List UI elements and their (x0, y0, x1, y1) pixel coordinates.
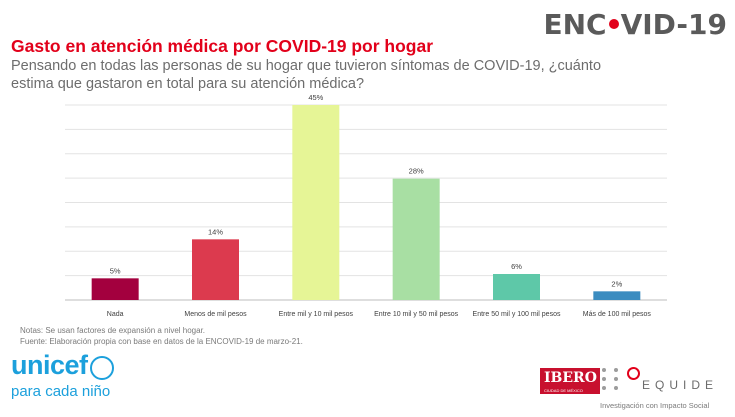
notes-line: Notas: Se usan factores de expansión a n… (20, 326, 206, 335)
bar (392, 178, 440, 300)
unicef-logo: unicef para cada niño (11, 350, 114, 400)
chart-notes: Notas: Se usan factores de expansión a n… (20, 325, 303, 347)
ibero-wordmark: IBERO (544, 370, 597, 386)
equide-tagline: Investigación con Impacto Social (600, 401, 710, 410)
chart-bars (91, 105, 641, 300)
category-label: Nada (107, 311, 124, 318)
chart-data-labels: 5% 14% 45% 28% 6% 2% (110, 93, 623, 288)
bar (493, 274, 540, 300)
unicef-tagline: para cada niño (11, 383, 111, 400)
data-label: 2% (611, 279, 622, 288)
chart-category-labels: Nada Menos de mil pesos Entre mil y 10 mil… (107, 311, 652, 318)
equide-dots-icon (602, 368, 632, 390)
encovid-logo-right: VID-19 (620, 8, 727, 41)
bar (292, 105, 340, 300)
encovid-logo: ENC VID-19 (543, 8, 727, 41)
chart-grid (65, 104, 667, 301)
ibero-logo: IBERO CIUDAD DE MÉXICO (540, 368, 600, 394)
bar (91, 278, 139, 300)
data-label: 45% (308, 93, 323, 102)
chart-title: Gasto en atención médica por COVID-19 po… (11, 36, 434, 56)
data-label: 14% (208, 227, 223, 236)
category-label: Entre 10 mil y 50 mil pesos (374, 311, 459, 318)
ibero-sub: CIUDAD DE MÉXICO (544, 388, 583, 393)
unicef-emblem-icon (89, 356, 114, 380)
data-label: 6% (511, 262, 522, 271)
data-label: 5% (110, 266, 121, 275)
equide-wordmark: EQUIDE (642, 378, 719, 392)
encovid-dot-icon (608, 19, 619, 29)
data-label: 28% (409, 167, 424, 176)
category-label: Entre mil y 10 mil pesos (279, 311, 354, 318)
category-label: Menos de mil pesos (184, 311, 247, 318)
category-label: Entre 50 mil y 100 mil pesos (473, 311, 561, 318)
chart-subtitle: Pensando en todas las personas de su hog… (11, 58, 602, 92)
bar (593, 291, 641, 300)
encovid-logo-left: ENC (543, 8, 607, 41)
equide-ring-icon (627, 367, 640, 380)
bar (192, 239, 239, 300)
unicef-wordmark: unicef (11, 350, 88, 380)
category-label: Más de 100 mil pesos (583, 311, 652, 318)
source-line: Fuente: Elaboración propia con base en d… (20, 337, 303, 346)
